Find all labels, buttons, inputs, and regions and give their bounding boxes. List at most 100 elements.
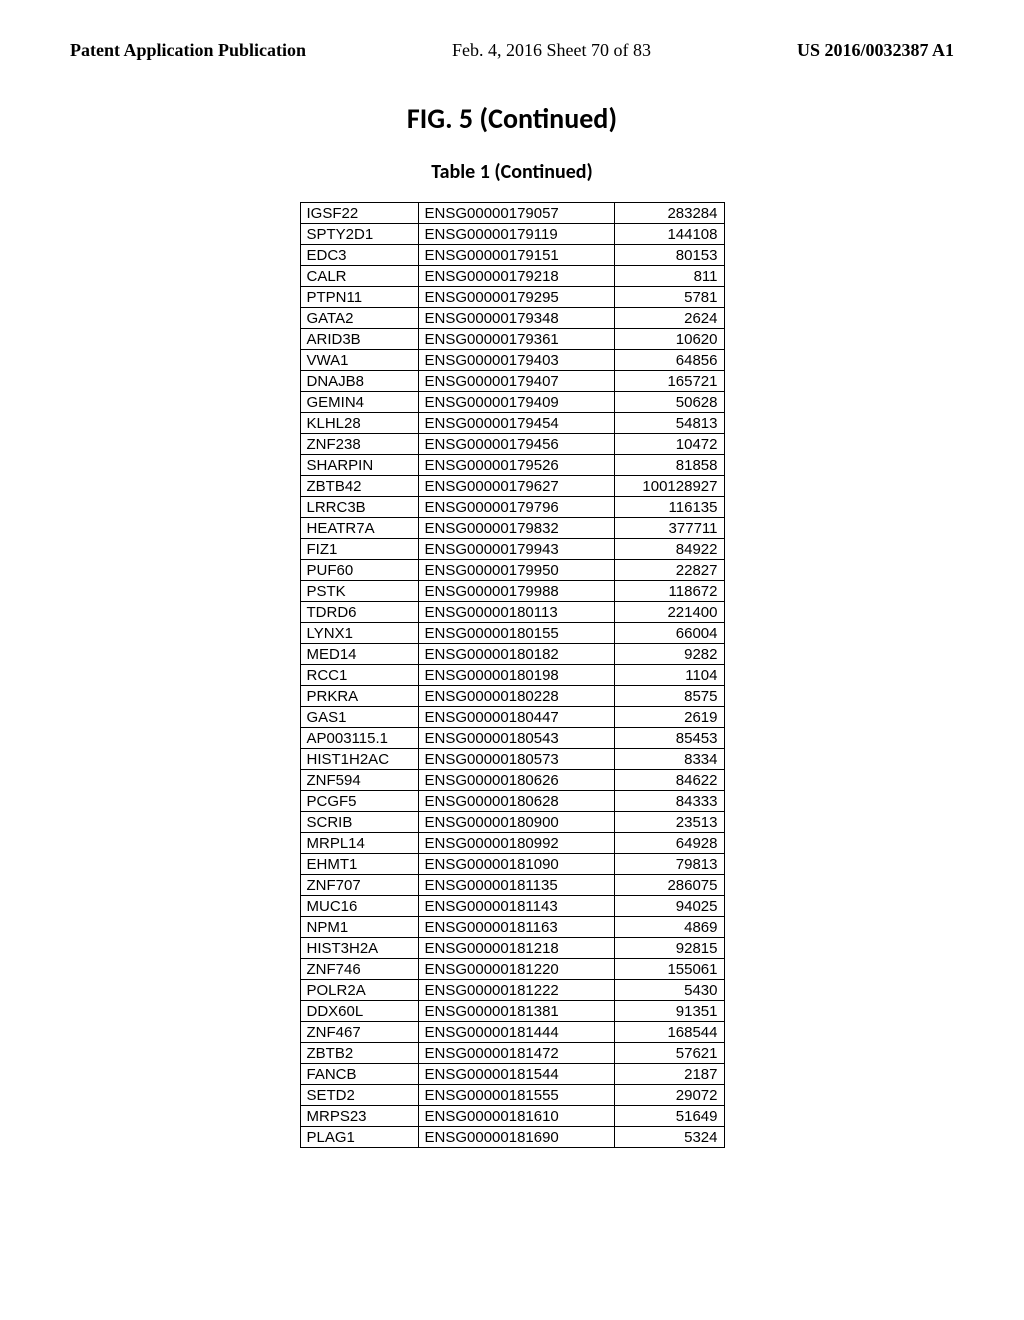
ensg-id-cell: ENSG00000181220 bbox=[418, 959, 614, 980]
gene-symbol-cell: ARID3B bbox=[300, 329, 418, 350]
gene-symbol-cell: MED14 bbox=[300, 644, 418, 665]
gene-symbol-cell: DDX60L bbox=[300, 1001, 418, 1022]
gene-symbol-cell: GAS1 bbox=[300, 707, 418, 728]
gene-symbol-cell: ZBTB2 bbox=[300, 1043, 418, 1064]
ensg-id-cell: ENSG00000180155 bbox=[418, 623, 614, 644]
table-title: Table 1 (Continued) bbox=[60, 160, 964, 184]
table-row: ZNF707ENSG00000181135286075 bbox=[300, 875, 724, 896]
numeric-id-cell: 165721 bbox=[614, 371, 724, 392]
table-row: LRRC3BENSG00000179796116135 bbox=[300, 497, 724, 518]
ensg-id-cell: ENSG00000181381 bbox=[418, 1001, 614, 1022]
ensg-id-cell: ENSG00000179295 bbox=[418, 287, 614, 308]
header-patent-number: US 2016/0032387 A1 bbox=[797, 40, 954, 61]
gene-symbol-cell: ZNF746 bbox=[300, 959, 418, 980]
gene-symbol-cell: PLAG1 bbox=[300, 1127, 418, 1148]
table-row: FIZ1ENSG0000017994384922 bbox=[300, 539, 724, 560]
numeric-id-cell: 51649 bbox=[614, 1106, 724, 1127]
ensg-id-cell: ENSG00000179988 bbox=[418, 581, 614, 602]
table-row: PCGF5ENSG0000018062884333 bbox=[300, 791, 724, 812]
gene-symbol-cell: NPM1 bbox=[300, 917, 418, 938]
numeric-id-cell: 4869 bbox=[614, 917, 724, 938]
gene-symbol-cell: PTPN11 bbox=[300, 287, 418, 308]
table-row: ZNF238ENSG0000017945610472 bbox=[300, 434, 724, 455]
gene-symbol-cell: CALR bbox=[300, 266, 418, 287]
ensg-id-cell: ENSG00000179348 bbox=[418, 308, 614, 329]
gene-symbol-cell: TDRD6 bbox=[300, 602, 418, 623]
table-row: MUC16ENSG0000018114394025 bbox=[300, 896, 724, 917]
table-row: EDC3ENSG0000017915180153 bbox=[300, 245, 724, 266]
ensg-id-cell: ENSG00000181143 bbox=[418, 896, 614, 917]
numeric-id-cell: 84622 bbox=[614, 770, 724, 791]
numeric-id-cell: 144108 bbox=[614, 224, 724, 245]
numeric-id-cell: 66004 bbox=[614, 623, 724, 644]
ensg-id-cell: ENSG00000181555 bbox=[418, 1085, 614, 1106]
gene-symbol-cell: SHARPIN bbox=[300, 455, 418, 476]
ensg-id-cell: ENSG00000179119 bbox=[418, 224, 614, 245]
numeric-id-cell: 64928 bbox=[614, 833, 724, 854]
gene-symbol-cell: GATA2 bbox=[300, 308, 418, 329]
ensg-id-cell: ENSG00000181090 bbox=[418, 854, 614, 875]
table-row: PTPN11ENSG000001792955781 bbox=[300, 287, 724, 308]
gene-symbol-cell: ZBTB42 bbox=[300, 476, 418, 497]
numeric-id-cell: 2187 bbox=[614, 1064, 724, 1085]
ensg-id-cell: ENSG00000179627 bbox=[418, 476, 614, 497]
ensg-id-cell: ENSG00000180573 bbox=[418, 749, 614, 770]
ensg-id-cell: ENSG00000180228 bbox=[418, 686, 614, 707]
gene-symbol-cell: LYNX1 bbox=[300, 623, 418, 644]
table-container: IGSF22ENSG00000179057283284SPTY2D1ENSG00… bbox=[60, 202, 964, 1148]
gene-symbol-cell: FANCB bbox=[300, 1064, 418, 1085]
table-row: ZNF746ENSG00000181220155061 bbox=[300, 959, 724, 980]
page: Patent Application Publication Feb. 4, 2… bbox=[0, 0, 1024, 1188]
ensg-id-cell: ENSG00000181472 bbox=[418, 1043, 614, 1064]
numeric-id-cell: 221400 bbox=[614, 602, 724, 623]
numeric-id-cell: 23513 bbox=[614, 812, 724, 833]
gene-symbol-cell: PUF60 bbox=[300, 560, 418, 581]
gene-symbol-cell: AP003115.1 bbox=[300, 728, 418, 749]
table-row: HIST3H2AENSG0000018121892815 bbox=[300, 938, 724, 959]
table-row: EHMT1ENSG0000018109079813 bbox=[300, 854, 724, 875]
gene-symbol-cell: PRKRA bbox=[300, 686, 418, 707]
gene-symbol-cell: VWA1 bbox=[300, 350, 418, 371]
table-row: AP003115.1ENSG0000018054385453 bbox=[300, 728, 724, 749]
numeric-id-cell: 283284 bbox=[614, 203, 724, 224]
numeric-id-cell: 85453 bbox=[614, 728, 724, 749]
numeric-id-cell: 811 bbox=[614, 266, 724, 287]
gene-symbol-cell: KLHL28 bbox=[300, 413, 418, 434]
table-row: IGSF22ENSG00000179057283284 bbox=[300, 203, 724, 224]
ensg-id-cell: ENSG00000179526 bbox=[418, 455, 614, 476]
ensg-id-cell: ENSG00000180198 bbox=[418, 665, 614, 686]
table-row: PSTKENSG00000179988118672 bbox=[300, 581, 724, 602]
table-row: SETD2ENSG0000018155529072 bbox=[300, 1085, 724, 1106]
table-row: CALRENSG00000179218811 bbox=[300, 266, 724, 287]
numeric-id-cell: 57621 bbox=[614, 1043, 724, 1064]
numeric-id-cell: 116135 bbox=[614, 497, 724, 518]
table-row: FANCBENSG000001815442187 bbox=[300, 1064, 724, 1085]
ensg-id-cell: ENSG00000179456 bbox=[418, 434, 614, 455]
ensg-id-cell: ENSG00000181610 bbox=[418, 1106, 614, 1127]
table-row: HEATR7AENSG00000179832377711 bbox=[300, 518, 724, 539]
table-row: GEMIN4ENSG0000017940950628 bbox=[300, 392, 724, 413]
numeric-id-cell: 81858 bbox=[614, 455, 724, 476]
ensg-id-cell: ENSG00000180543 bbox=[418, 728, 614, 749]
ensg-id-cell: ENSG00000179832 bbox=[418, 518, 614, 539]
ensg-id-cell: ENSG00000180900 bbox=[418, 812, 614, 833]
gene-symbol-cell: PSTK bbox=[300, 581, 418, 602]
ensg-id-cell: ENSG00000181218 bbox=[418, 938, 614, 959]
numeric-id-cell: 92815 bbox=[614, 938, 724, 959]
ensg-id-cell: ENSG00000179454 bbox=[418, 413, 614, 434]
numeric-id-cell: 10620 bbox=[614, 329, 724, 350]
numeric-id-cell: 5781 bbox=[614, 287, 724, 308]
gene-symbol-cell: PCGF5 bbox=[300, 791, 418, 812]
gene-symbol-cell: MRPS23 bbox=[300, 1106, 418, 1127]
gene-symbol-cell: SPTY2D1 bbox=[300, 224, 418, 245]
numeric-id-cell: 91351 bbox=[614, 1001, 724, 1022]
table-row: MED14ENSG000001801829282 bbox=[300, 644, 724, 665]
table-row: MRPS23ENSG0000018161051649 bbox=[300, 1106, 724, 1127]
table-row: MRPL14ENSG0000018099264928 bbox=[300, 833, 724, 854]
gene-symbol-cell: MUC16 bbox=[300, 896, 418, 917]
ensg-id-cell: ENSG00000181690 bbox=[418, 1127, 614, 1148]
table-row: POLR2AENSG000001812225430 bbox=[300, 980, 724, 1001]
table-row: KLHL28ENSG0000017945454813 bbox=[300, 413, 724, 434]
numeric-id-cell: 84333 bbox=[614, 791, 724, 812]
ensg-id-cell: ENSG00000180182 bbox=[418, 644, 614, 665]
